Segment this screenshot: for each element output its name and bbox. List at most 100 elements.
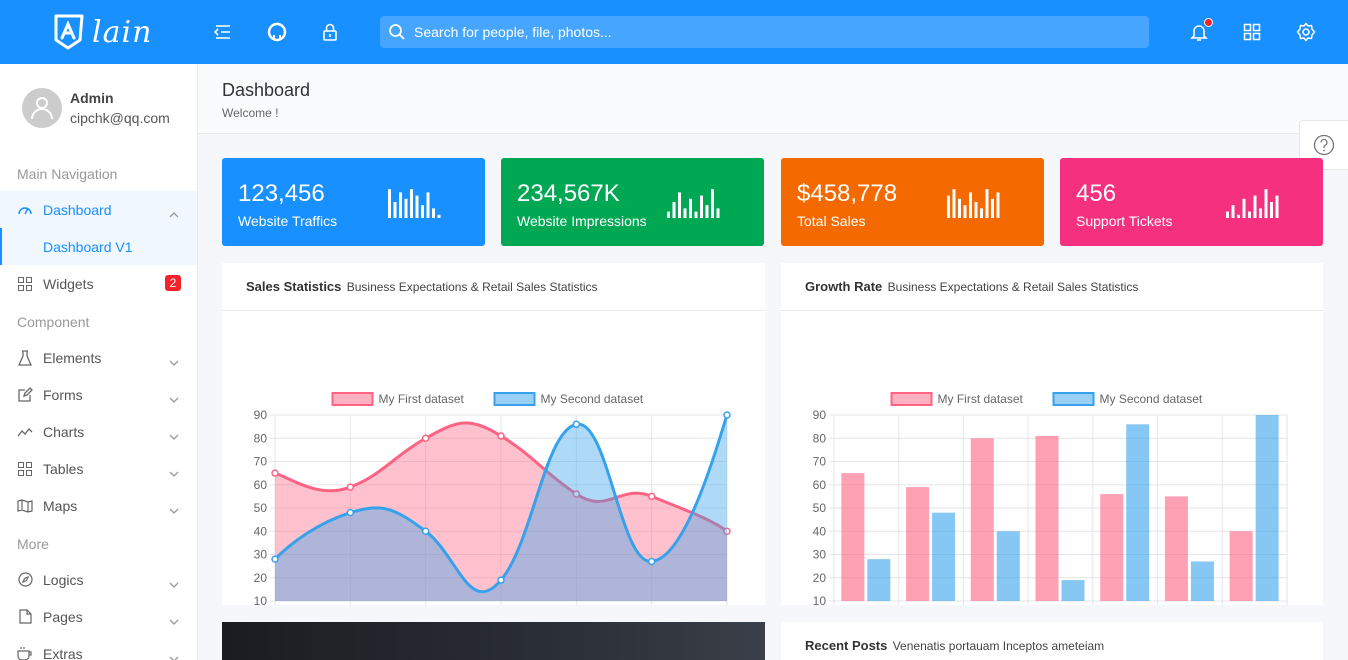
- sidebar-item-logics[interactable]: Logics: [0, 561, 197, 598]
- bell-icon[interactable]: [1187, 18, 1213, 44]
- legend-label: My First dataset: [379, 392, 465, 406]
- dashboard-icon: [17, 202, 33, 218]
- github-icon[interactable]: [265, 20, 289, 44]
- bar: [1164, 496, 1188, 601]
- chevron-down-icon: [169, 427, 179, 443]
- mini-bar: [991, 198, 994, 218]
- page-header: Dashboard Welcome !: [198, 64, 1348, 134]
- stat-label: Website Traffics: [238, 213, 338, 229]
- lock-icon[interactable]: [318, 20, 342, 44]
- sidebar-item-elements[interactable]: Elements: [0, 339, 197, 376]
- sidebar-item-dashboard-v1[interactable]: Dashboard V1: [0, 228, 197, 265]
- sidebar-item-maps[interactable]: Maps: [0, 487, 197, 524]
- series-area: [275, 415, 727, 601]
- y-tick-label: 30: [813, 548, 827, 562]
- sidebar-item-pages[interactable]: Pages: [0, 598, 197, 635]
- growth-rate-card: Growth Rate Business Expectations & Reta…: [781, 263, 1323, 626]
- legend-swatch: [493, 392, 536, 406]
- sidebar-item-label: Elements: [43, 349, 102, 366]
- mini-bar: [980, 208, 983, 218]
- search-icon: [389, 24, 405, 40]
- stat-label: Total Sales: [797, 213, 866, 229]
- legend-swatch: [331, 392, 374, 406]
- data-point: [346, 508, 355, 517]
- mini-bar: [958, 198, 961, 218]
- bar: [1035, 435, 1059, 601]
- sidebar-item-widgets[interactable]: Widgets 2: [0, 265, 197, 302]
- sidebar-item-charts[interactable]: Charts: [0, 413, 197, 450]
- mini-bar: [952, 189, 956, 218]
- stat-card-tickets[interactable]: 456 Support Tickets: [1060, 158, 1323, 246]
- card-header: Sales Statistics Business Expectations &…: [222, 263, 765, 311]
- mini-bar: [963, 205, 967, 218]
- bar: [1190, 561, 1214, 601]
- table-icon: [17, 461, 33, 477]
- stat-card-sales[interactable]: $458,778 Total Sales: [781, 158, 1044, 246]
- chevron-down-icon: [169, 575, 179, 591]
- data-point: [572, 490, 581, 498]
- page-title: Dashboard: [222, 80, 311, 100]
- appstore-icon[interactable]: [1240, 20, 1264, 44]
- avatar[interactable]: [22, 88, 62, 128]
- sidebar-item-extras[interactable]: Extras: [0, 635, 197, 660]
- mini-bar: [1253, 195, 1257, 218]
- setting-icon[interactable]: [1294, 20, 1318, 44]
- mini-bar: [399, 192, 402, 218]
- data-point: [497, 432, 505, 440]
- sidebar-item-forms[interactable]: Forms: [0, 376, 197, 413]
- mini-bar-chart: [388, 189, 441, 218]
- nav-group-component: Component: [17, 314, 90, 330]
- y-tick-label: 40: [254, 524, 268, 538]
- mini-bar: [1264, 189, 1268, 218]
- user-name: Admin: [70, 90, 114, 106]
- recent-posts-card: Recent Posts Venenatis portauam Inceptos…: [781, 622, 1323, 660]
- chevron-down-icon: [169, 464, 179, 480]
- stat-label: Support Tickets: [1076, 213, 1173, 229]
- file-icon: [17, 609, 33, 625]
- sidebar: Admin cipchk@qq.com Main Navigation Dash…: [0, 64, 198, 660]
- bar: [1061, 580, 1085, 601]
- legend-label: My First dataset: [938, 392, 1024, 406]
- y-tick-label: 10: [813, 594, 827, 605]
- user-icon: [31, 97, 53, 120]
- menu-fold-icon[interactable]: [211, 20, 235, 44]
- data-point: [497, 576, 505, 584]
- nav-group-main: Main Navigation: [17, 166, 118, 182]
- sidebar-item-label: Pages: [43, 608, 83, 625]
- mini-bar: [388, 189, 391, 218]
- y-tick-label: 50: [813, 501, 827, 515]
- logo[interactable]: lain: [48, 12, 152, 52]
- data-point: [346, 483, 355, 491]
- mini-bar: [404, 198, 408, 218]
- mini-bar: [1270, 202, 1273, 218]
- mini-bar: [1275, 195, 1279, 218]
- mini-bar: [1226, 211, 1229, 218]
- question-circle-icon: [1313, 134, 1335, 156]
- mini-bar: [410, 189, 413, 218]
- map-icon: [17, 498, 33, 514]
- bar: [906, 487, 930, 601]
- card-header: Growth Rate Business Expectations & Reta…: [781, 263, 1323, 311]
- chevron-down-icon: [169, 353, 179, 369]
- search-input[interactable]: [414, 24, 1114, 40]
- mini-bar: [716, 208, 720, 218]
- stat-card-traffic[interactable]: 123,456 Website Traffics: [222, 158, 485, 246]
- mini-bar: [678, 192, 681, 218]
- search-bar[interactable]: [380, 16, 1149, 48]
- sidebar-item-dashboard[interactable]: Dashboard: [0, 191, 197, 228]
- card-title: Growth Rate: [805, 279, 883, 294]
- y-tick-label: 50: [254, 501, 268, 515]
- y-tick-label: 30: [254, 548, 268, 562]
- y-tick-label: 70: [813, 455, 827, 469]
- mini-bar: [947, 195, 950, 218]
- mini-bar: [969, 192, 972, 218]
- data-point: [723, 411, 731, 419]
- legend-swatch: [890, 392, 933, 406]
- bar: [867, 559, 891, 601]
- stat-card-impressions[interactable]: 234,567K Website Impressions: [501, 158, 764, 246]
- sidebar-item-tables[interactable]: Tables: [0, 450, 197, 487]
- card-title: Recent Posts: [805, 638, 888, 653]
- user-profile[interactable]: Admin cipchk@qq.com: [22, 88, 170, 128]
- sidebar-item-label: Forms: [43, 386, 83, 403]
- top-header: lain: [0, 0, 1348, 64]
